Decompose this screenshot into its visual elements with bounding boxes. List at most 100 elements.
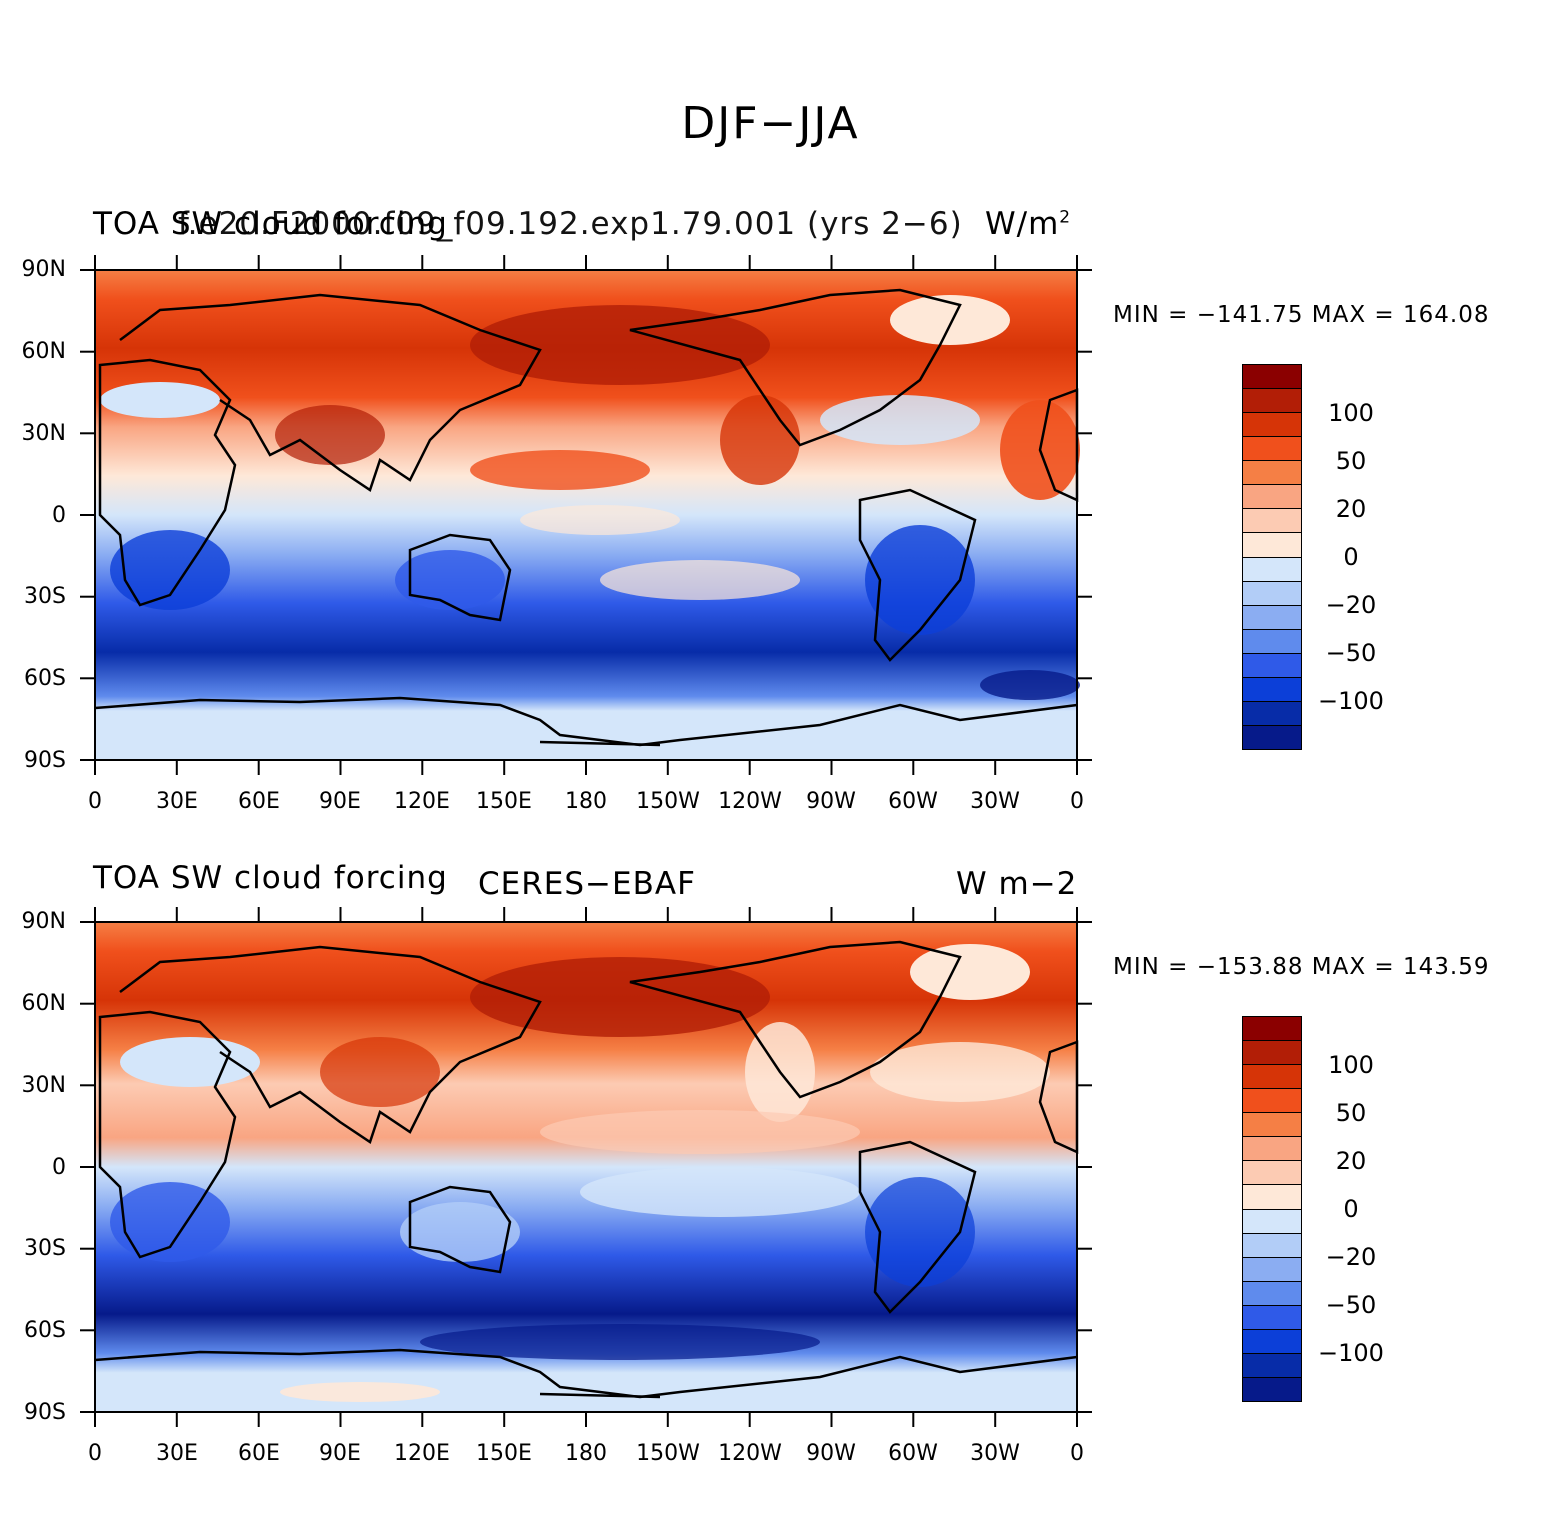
- panel1-map: [80, 255, 1092, 775]
- panel2-colorbar-label: 50: [1335, 1099, 1367, 1127]
- panel1-colorbar: [1242, 364, 1302, 750]
- panel2-colorbar-label: −50: [1325, 1291, 1377, 1319]
- colorbar-swatch: [1242, 1232, 1302, 1258]
- panel2-colorbar-label: 20: [1335, 1147, 1367, 1175]
- panel2-minmax: MIN = −153.88 MAX = 143.59: [1113, 954, 1490, 980]
- panel1-colorbar-label: 20: [1335, 495, 1367, 523]
- panel1-colorbar-label: −20: [1325, 591, 1377, 619]
- colorbar-swatch: [1242, 1280, 1302, 1306]
- colorbar-swatch: [1242, 1112, 1302, 1138]
- panel1-ytick-90s: 90S: [24, 748, 66, 773]
- panel2-ytick-90s: 90S: [24, 1400, 66, 1425]
- panel2-ytick-30n: 30N: [21, 1073, 66, 1098]
- panel1-coastlines: [94, 288, 1079, 747]
- panel1-center-title: f.e20.F2000.f09_f09.192.exp1.79.001 (yrs…: [178, 206, 963, 242]
- panel2-coastlines: [94, 940, 1079, 1399]
- colorbar-swatch: [1242, 1040, 1302, 1066]
- panel2-ytick-0: 0: [52, 1155, 66, 1180]
- panel1-ytick-30n: 30N: [21, 421, 66, 446]
- panel1-xtick: 60W: [888, 789, 938, 814]
- panel2-xtick: 0: [88, 1441, 102, 1466]
- colorbar-swatch: [1242, 484, 1302, 510]
- panel2-left-title: TOA SW cloud forcing: [93, 860, 448, 896]
- panel2-ytick-30s: 30S: [24, 1236, 66, 1261]
- colorbar-swatch: [1242, 388, 1302, 414]
- colorbar-swatch: [1242, 532, 1302, 558]
- colorbar-swatch: [1242, 1304, 1302, 1330]
- panel2-center-title: CERES−EBAF: [478, 866, 696, 902]
- panel1-ytick-0: 0: [52, 503, 66, 528]
- panel2-xtick: 30W: [970, 1441, 1020, 1466]
- panel1-ytick-60n: 60N: [21, 339, 66, 364]
- panel2-xtick: 120W: [718, 1441, 782, 1466]
- panel1-xtick: 180: [565, 789, 607, 814]
- panel1-colorbar-label: 100: [1328, 399, 1374, 427]
- panel2-xtick: 120E: [394, 1441, 450, 1466]
- panel2-colorbar-label: 100: [1328, 1051, 1374, 1079]
- colorbar-swatch: [1242, 1064, 1302, 1090]
- panel1-colorbar-label: 50: [1335, 447, 1367, 475]
- panel1-units: W/m2: [985, 206, 1072, 242]
- colorbar-swatch: [1242, 364, 1302, 390]
- colorbar-swatch: [1242, 436, 1302, 462]
- colorbar-swatch: [1242, 1088, 1302, 1114]
- figure-title: DJF−JJA: [681, 98, 860, 149]
- colorbar-swatch: [1242, 652, 1302, 678]
- panel2-map: [80, 907, 1092, 1427]
- panel2-xtick: 60E: [238, 1441, 280, 1466]
- colorbar-swatch: [1242, 1136, 1302, 1162]
- colorbar-swatch: [1242, 700, 1302, 726]
- colorbar-swatch: [1242, 460, 1302, 486]
- panel2-ytick-90n: 90N: [21, 909, 66, 934]
- colorbar-swatch: [1242, 1208, 1302, 1234]
- panel1-ytick-60s: 60S: [24, 666, 66, 691]
- panel1-left-title: TOA SW cloud forcing: [93, 206, 448, 242]
- colorbar-swatch: [1242, 412, 1302, 438]
- colorbar-swatch: [1242, 1256, 1302, 1282]
- panel1-xtick: 150W: [636, 789, 700, 814]
- panel2-colorbar: [1242, 1016, 1302, 1402]
- panel1-xtick: 120E: [394, 789, 450, 814]
- panel1-colorbar-label: 0: [1343, 543, 1359, 571]
- panel1-ytick-90n: 90N: [21, 257, 66, 282]
- panel2-xtick: 150W: [636, 1441, 700, 1466]
- colorbar-swatch: [1242, 556, 1302, 582]
- panel1-xtick: 0: [88, 789, 102, 814]
- panel1-xtick: 90W: [806, 789, 856, 814]
- panel2-ytick-60n: 60N: [21, 991, 66, 1016]
- colorbar-swatch: [1242, 676, 1302, 702]
- panel1-minmax: MIN = −141.75 MAX = 164.08: [1113, 302, 1490, 328]
- panel2-xtick: 0: [1070, 1441, 1084, 1466]
- panel2-colorbar-label: −100: [1318, 1339, 1384, 1367]
- panel1-xtick: 60E: [238, 789, 280, 814]
- panel1-xtick: 90E: [319, 789, 361, 814]
- colorbar-swatch: [1242, 1352, 1302, 1378]
- panel1-colorbar-label: −100: [1318, 687, 1384, 715]
- panel2-units: W m−2: [956, 866, 1078, 902]
- panel2-xtick: 180: [565, 1441, 607, 1466]
- panel1-xtick: 30E: [156, 789, 198, 814]
- panel2-colorbar-label: −20: [1325, 1243, 1377, 1271]
- panel2-xtick: 60W: [888, 1441, 938, 1466]
- colorbar-swatch: [1242, 1376, 1302, 1402]
- colorbar-swatch: [1242, 1328, 1302, 1354]
- panel2-colorbar-label: 0: [1343, 1195, 1359, 1223]
- colorbar-swatch: [1242, 1160, 1302, 1186]
- panel1-xtick: 30W: [970, 789, 1020, 814]
- colorbar-swatch: [1242, 604, 1302, 630]
- colorbar-swatch: [1242, 1016, 1302, 1042]
- panel2-ytick-60s: 60S: [24, 1318, 66, 1343]
- panel1-xtick: 150E: [476, 789, 532, 814]
- colorbar-swatch: [1242, 580, 1302, 606]
- panel2-xtick: 30E: [156, 1441, 198, 1466]
- panel2-xtick: 150E: [476, 1441, 532, 1466]
- panel1-xtick: 120W: [718, 789, 782, 814]
- panel2-xtick: 90E: [319, 1441, 361, 1466]
- colorbar-swatch: [1242, 508, 1302, 534]
- panel1-colorbar-label: −50: [1325, 639, 1377, 667]
- colorbar-swatch: [1242, 1184, 1302, 1210]
- panel1-xtick: 0: [1070, 789, 1084, 814]
- colorbar-swatch: [1242, 724, 1302, 750]
- panel1-ytick-30s: 30S: [24, 584, 66, 609]
- colorbar-swatch: [1242, 628, 1302, 654]
